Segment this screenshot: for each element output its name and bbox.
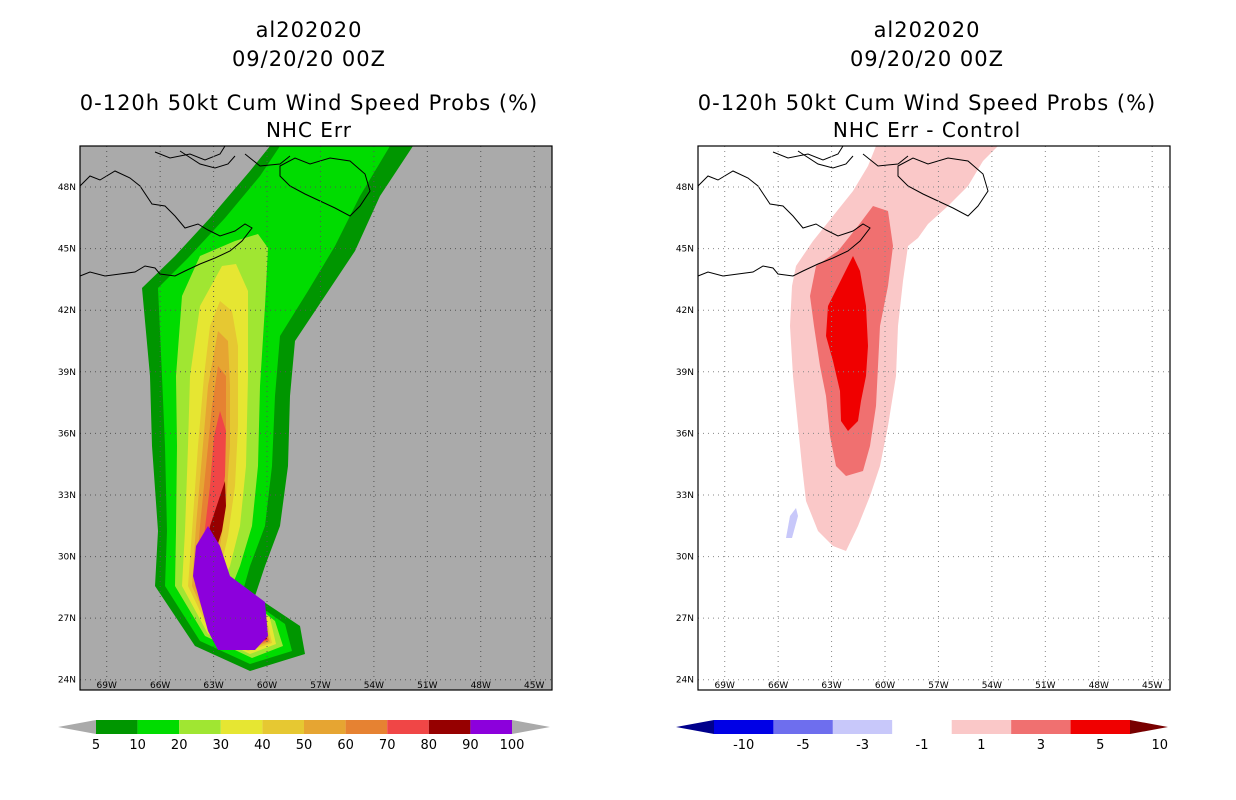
colorbar-max-arrow <box>512 720 550 734</box>
lat-tick-label: 30N <box>58 553 76 563</box>
lon-tick-label: 45W <box>524 681 544 691</box>
left-storm-id: al202020 <box>255 18 363 42</box>
left-chart-subtitle: NHC Err <box>265 118 353 142</box>
colorbar-swatch <box>262 720 304 734</box>
colorbar-swatch <box>892 720 952 734</box>
colorbar-swatch <box>387 720 429 734</box>
right-map-background <box>698 146 1170 690</box>
colorbar-swatch <box>832 720 893 734</box>
right-colorbar: -10 -5 -3 -1 1 3 5 10 <box>676 720 1168 753</box>
lat-tick-label: 42N <box>676 306 694 316</box>
lat-tick-label: 27N <box>676 614 694 624</box>
left-map: 69W 66W 63W 60W 57W 54W 51W 48W 45W 48N 45N 42N 39N 3… <box>58 145 553 691</box>
lon-tick-label: 63W <box>203 681 223 691</box>
lon-tick-label: 45W <box>1142 681 1162 691</box>
contour-90 <box>193 526 268 650</box>
lon-tick-label: 51W <box>417 681 437 691</box>
colorbar-label: 70 <box>379 738 396 753</box>
colorbar-swatch <box>951 720 1012 734</box>
colorbar-label: 50 <box>296 738 313 753</box>
colorbar-label: 1 <box>977 738 985 753</box>
colorbar-min-arrow <box>58 720 96 734</box>
lat-tick-label: 33N <box>676 491 694 501</box>
lon-tick-label: 57W <box>928 681 948 691</box>
colorbar-swatch <box>773 720 833 734</box>
colorbar-label: 3 <box>1037 738 1045 753</box>
lon-tick-label: 60W <box>257 681 277 691</box>
right-datetime: 09/20/20 00Z <box>849 47 1005 71</box>
colorbar-label: 90 <box>462 738 479 753</box>
lon-tick-label: 63W <box>821 681 841 691</box>
colorbar-swatch <box>470 720 512 734</box>
right-map: 69W 66W 63W 60W 57W 54W 51W 48W 45W 48N 45N 42N 39N 3… <box>676 145 1171 691</box>
colorbar-label: 5 <box>1096 738 1104 753</box>
colorbar-swatch <box>179 720 221 734</box>
colorbar-swatch <box>96 720 138 734</box>
colorbar-label: -3 <box>856 738 869 753</box>
colorbar-swatch <box>345 720 388 734</box>
colorbar-swatch <box>714 720 774 734</box>
contour-diff-neg <box>786 508 798 538</box>
lon-tick-label: 60W <box>875 681 895 691</box>
lon-tick-label: 69W <box>97 681 117 691</box>
lon-tick-label: 66W <box>768 681 788 691</box>
lat-tick-label: 45N <box>58 245 76 255</box>
right-chart-subtitle: NHC Err - Control <box>832 118 1022 142</box>
lat-tick-label: 24N <box>58 676 76 686</box>
lat-tick-label: 36N <box>58 429 76 439</box>
lat-tick-label: 33N <box>58 491 76 501</box>
colorbar-label: 5 <box>92 738 100 753</box>
colorbar-max-arrow <box>1130 720 1168 734</box>
lat-tick-label: 39N <box>58 368 76 378</box>
lat-tick-label: 36N <box>676 429 694 439</box>
left-colorbar: 5 10 20 30 40 50 60 70 80 90 100 <box>58 720 550 753</box>
lat-tick-label: 42N <box>58 306 76 316</box>
colorbar-swatch <box>304 720 346 734</box>
lon-tick-label: 54W <box>364 681 384 691</box>
lat-tick-label: 45N <box>676 245 694 255</box>
colorbar-label: 10 <box>1151 738 1168 753</box>
coastline <box>79 145 371 277</box>
colorbar-label: -1 <box>916 738 929 753</box>
right-gridlines: 69W 66W 63W 60W 57W 54W 51W 48W 45W 48N 45N 42N 39N 3… <box>676 146 1170 691</box>
probability-contours <box>142 146 413 671</box>
right-chart-title: 0-120h 50kt Cum Wind Speed Probs (%) <box>697 91 1157 115</box>
lon-tick-label: 51W <box>1035 681 1055 691</box>
colorbar-label: 80 <box>421 738 438 753</box>
left-chart-title: 0-120h 50kt Cum Wind Speed Probs (%) <box>79 91 539 115</box>
lon-tick-label: 48W <box>1089 681 1109 691</box>
colorbar-label: 10 <box>129 738 146 753</box>
lat-tick-label: 27N <box>58 614 76 624</box>
lon-tick-label: 69W <box>715 681 735 691</box>
lat-tick-label: 24N <box>676 676 694 686</box>
lat-tick-label: 48N <box>676 183 694 193</box>
colorbar-label: 100 <box>500 738 525 753</box>
coastline-right <box>697 145 989 277</box>
lon-tick-label: 66W <box>150 681 170 691</box>
lon-tick-label: 54W <box>982 681 1002 691</box>
colorbar-swatch <box>137 720 180 734</box>
left-datetime: 09/20/20 00Z <box>231 47 387 71</box>
colorbar-swatch <box>1011 720 1071 734</box>
colorbar-min-arrow <box>676 720 714 734</box>
colorbar-swatch <box>1070 720 1130 734</box>
lon-tick-label: 48W <box>471 681 491 691</box>
difference-contours <box>786 146 998 551</box>
right-storm-id: al202020 <box>873 18 981 42</box>
colorbar-label: -10 <box>733 738 754 753</box>
colorbar-label: 40 <box>254 738 271 753</box>
left-gridlines: 69W 66W 63W 60W 57W 54W 51W 48W 45W 48N 45N 42N 39N 3… <box>58 146 552 691</box>
colorbar-label: 30 <box>213 738 230 753</box>
colorbar-label: 20 <box>171 738 188 753</box>
lon-tick-label: 57W <box>310 681 330 691</box>
colorbar-label: 60 <box>337 738 354 753</box>
colorbar-swatch <box>220 720 263 734</box>
colorbar-swatch <box>428 720 471 734</box>
colorbar-label: -5 <box>797 738 810 753</box>
lat-tick-label: 39N <box>676 368 694 378</box>
lat-tick-label: 48N <box>58 183 76 193</box>
contour-diff-5 <box>826 256 868 431</box>
lat-tick-label: 30N <box>676 553 694 563</box>
